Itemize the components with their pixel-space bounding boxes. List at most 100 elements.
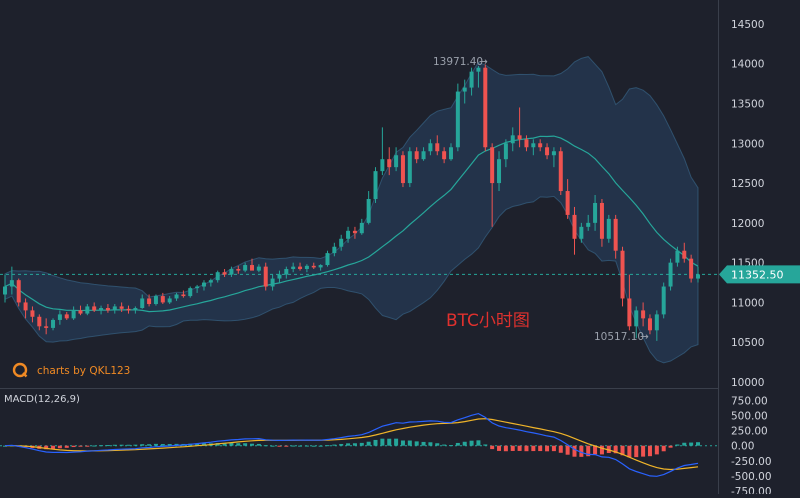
candle-body[interactable] <box>531 143 536 148</box>
candle-body[interactable] <box>222 272 227 275</box>
candle-body[interactable] <box>510 135 515 144</box>
candle-body[interactable] <box>119 306 124 309</box>
candle-body[interactable] <box>373 171 378 199</box>
candle-body[interactable] <box>551 151 556 156</box>
candle-body[interactable] <box>105 308 110 311</box>
candle-body[interactable] <box>44 326 49 328</box>
candle-body[interactable] <box>250 265 255 271</box>
last-price-tag[interactable]: 11352.50 <box>719 265 800 284</box>
candle-body[interactable] <box>57 314 62 320</box>
candle-body[interactable] <box>325 253 330 266</box>
candle-body[interactable] <box>99 308 104 311</box>
candle-body[interactable] <box>291 266 296 270</box>
candle-body[interactable] <box>682 250 687 259</box>
candle-body[interactable] <box>37 316 42 327</box>
candle-body[interactable] <box>455 91 460 148</box>
candle-body[interactable] <box>85 306 90 314</box>
candle-body[interactable] <box>30 310 35 317</box>
candle-body[interactable] <box>497 159 502 184</box>
candle-body[interactable] <box>634 310 639 327</box>
candle-body[interactable] <box>647 318 652 331</box>
candle-body[interactable] <box>174 294 179 299</box>
candle-body[interactable] <box>524 139 529 148</box>
candle-body[interactable] <box>366 198 371 223</box>
candle-body[interactable] <box>181 294 186 297</box>
candle-body[interactable] <box>593 202 598 223</box>
candle-body[interactable] <box>428 143 433 152</box>
candle-body[interactable] <box>641 310 646 319</box>
candle-body[interactable] <box>517 135 522 140</box>
candle-body[interactable] <box>462 87 467 92</box>
candle-body[interactable] <box>400 155 405 184</box>
candle-body[interactable] <box>147 298 152 305</box>
candle-body[interactable] <box>298 266 303 270</box>
candle-body[interactable] <box>9 280 14 287</box>
candle-body[interactable] <box>606 218 611 239</box>
candle-body[interactable] <box>3 286 7 295</box>
candle-body[interactable] <box>359 222 364 234</box>
candle-body[interactable] <box>339 238 344 247</box>
candle-body[interactable] <box>565 191 570 215</box>
candle-body[interactable] <box>71 310 76 319</box>
candle-body[interactable] <box>51 319 56 328</box>
candle-body[interactable] <box>23 302 28 311</box>
candle-body[interactable] <box>675 250 680 263</box>
candle-body[interactable] <box>346 230 351 239</box>
candle-body[interactable] <box>243 265 248 271</box>
candle-body[interactable] <box>503 143 508 160</box>
candle-body[interactable] <box>545 147 550 156</box>
candle-body[interactable] <box>256 266 261 271</box>
candle-body[interactable] <box>654 314 659 331</box>
candle-body[interactable] <box>311 265 316 268</box>
branding[interactable]: charts by QKL123 <box>12 362 130 378</box>
candle-body[interactable] <box>387 159 392 168</box>
candle-body[interactable] <box>483 67 488 148</box>
candle-body[interactable] <box>442 151 447 160</box>
candle-body[interactable] <box>263 266 268 287</box>
candle-body[interactable] <box>229 269 234 275</box>
candle-body[interactable] <box>215 272 220 281</box>
candle-body[interactable] <box>332 246 337 254</box>
candle-body[interactable] <box>352 230 357 234</box>
candle-body[interactable] <box>579 226 584 239</box>
candle-body[interactable] <box>236 269 241 271</box>
candle-body[interactable] <box>558 151 563 192</box>
candle-body[interactable] <box>304 265 309 270</box>
candle-body[interactable] <box>270 278 275 287</box>
candle-body[interactable] <box>208 280 213 283</box>
candle-body[interactable] <box>407 151 412 184</box>
candle-body[interactable] <box>126 308 131 311</box>
candle-body[interactable] <box>476 67 481 72</box>
candle-body[interactable] <box>572 214 577 239</box>
candle-body[interactable] <box>435 143 440 152</box>
candle-body[interactable] <box>195 286 200 289</box>
candle-body[interactable] <box>613 218 618 251</box>
candle-body[interactable] <box>414 151 419 160</box>
candle-body[interactable] <box>153 296 158 305</box>
candle-body[interactable] <box>92 306 97 311</box>
candle-body[interactable] <box>661 286 666 315</box>
candle-body[interactable] <box>538 143 543 148</box>
candle-body[interactable] <box>599 202 604 239</box>
candle-body[interactable] <box>64 314 69 319</box>
candle-body[interactable] <box>627 298 632 327</box>
candle-body[interactable] <box>586 222 591 227</box>
candle-body[interactable] <box>689 258 694 279</box>
candle-body[interactable] <box>490 147 495 184</box>
candle-body[interactable] <box>696 274 700 279</box>
candle-body[interactable] <box>160 296 165 303</box>
candle-body[interactable] <box>133 308 138 311</box>
candle-body[interactable] <box>380 159 385 172</box>
candle-body[interactable] <box>16 280 21 303</box>
candle-body[interactable] <box>448 147 453 160</box>
candle-body[interactable] <box>277 274 282 279</box>
candle-body[interactable] <box>394 155 399 168</box>
candle-body[interactable] <box>284 269 289 275</box>
candle-body[interactable] <box>78 310 83 314</box>
candle-body[interactable] <box>318 265 323 268</box>
candle-body[interactable] <box>469 71 474 88</box>
candle-body[interactable] <box>421 151 426 160</box>
candle-body[interactable] <box>140 298 145 309</box>
candle-body[interactable] <box>167 298 172 303</box>
candle-body[interactable] <box>201 282 206 287</box>
